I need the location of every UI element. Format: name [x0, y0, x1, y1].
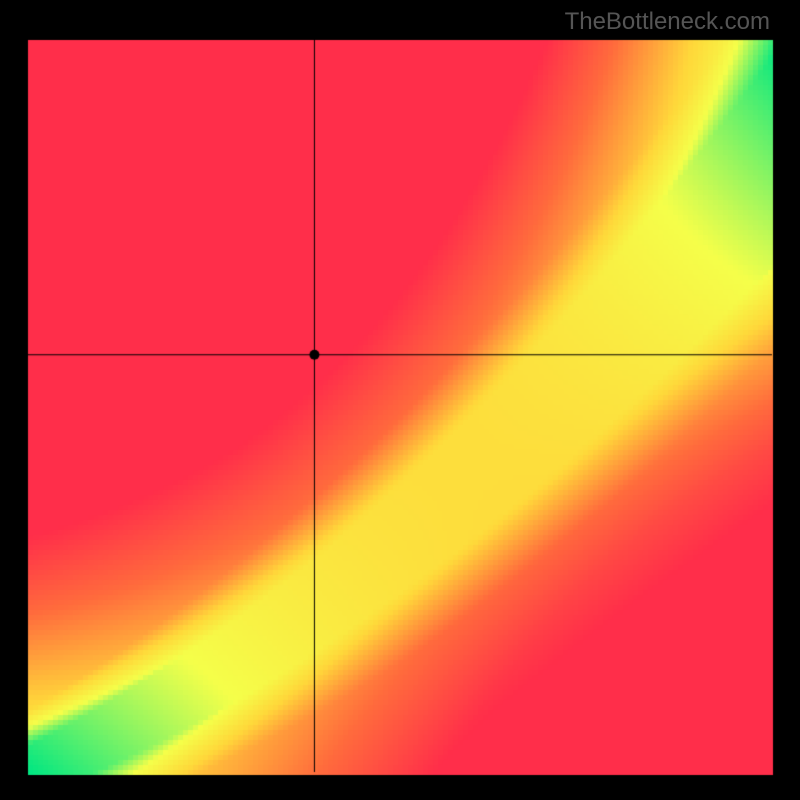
watermark-text: TheBottleneck.com [565, 8, 770, 36]
chart-container: TheBottleneck.com [0, 0, 800, 800]
bottleneck-heatmap [0, 0, 800, 800]
